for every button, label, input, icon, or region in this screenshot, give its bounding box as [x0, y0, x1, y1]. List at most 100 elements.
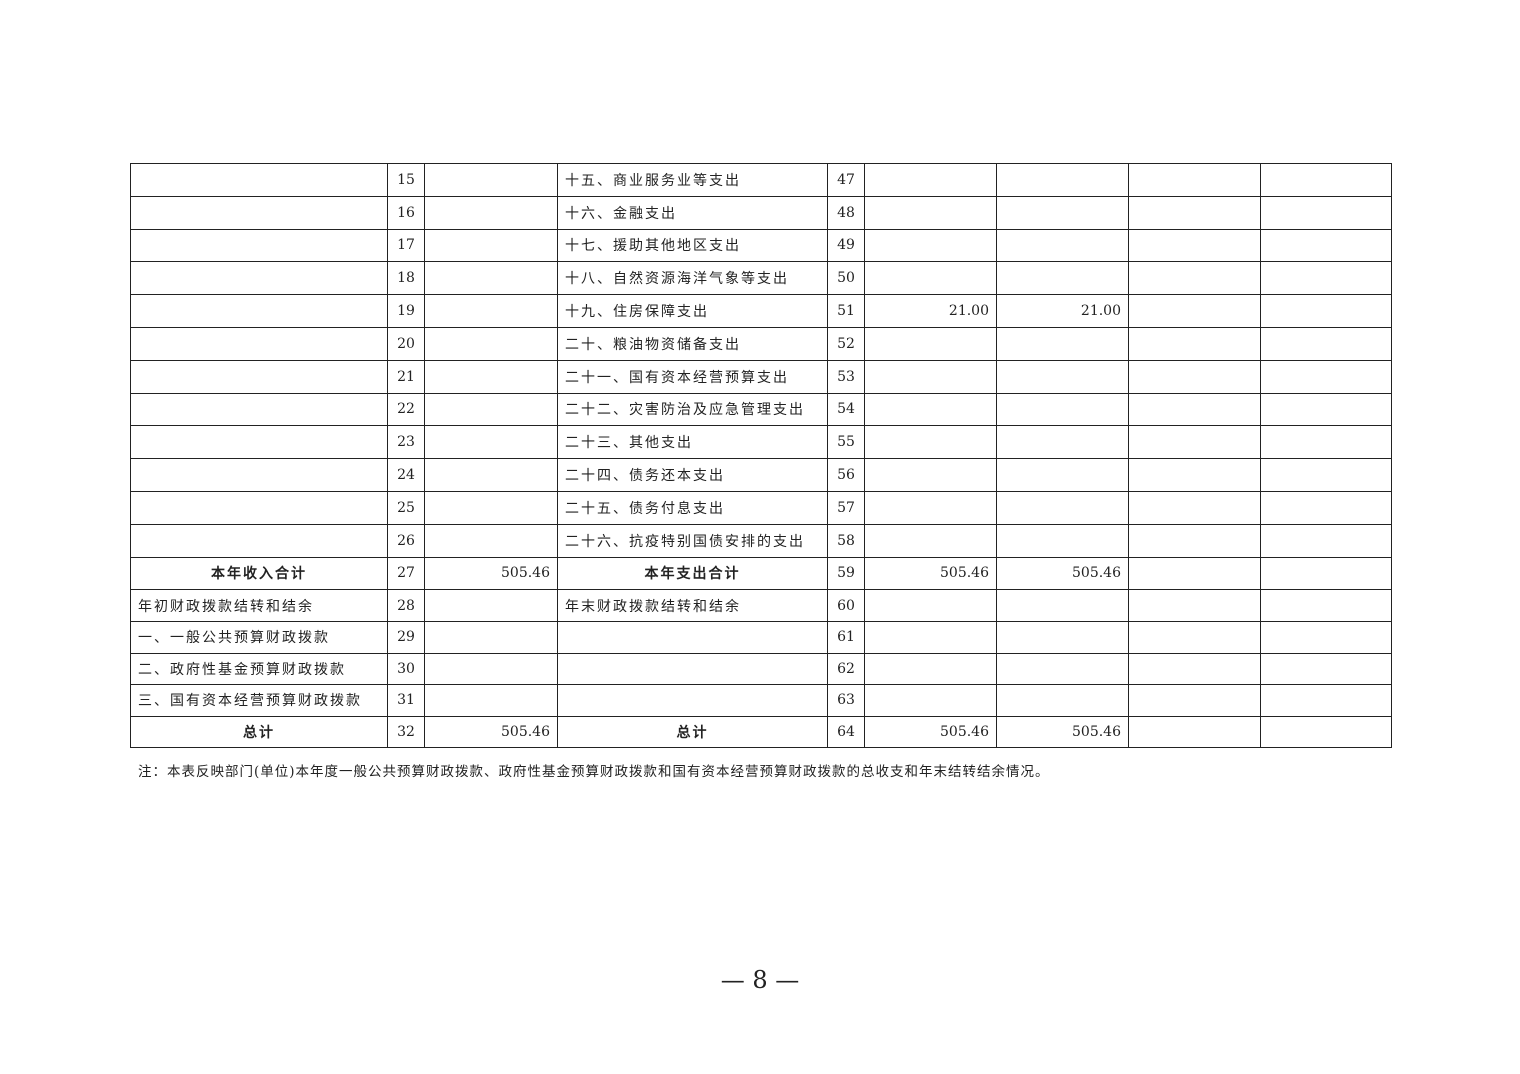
- income-line-no-cell: 21: [387, 359, 425, 394]
- expense-general-budget-cell: [996, 228, 1129, 263]
- expense-total-cell: [864, 326, 997, 361]
- expense-total-cell: [864, 163, 997, 197]
- income-line-no-cell: 29: [387, 620, 425, 654]
- expense-line-no-cell: 63: [827, 684, 865, 717]
- expense-state-capital-cell: [1260, 458, 1392, 492]
- income-line-no-cell: 20: [387, 326, 425, 361]
- expense-total-cell: [864, 620, 997, 654]
- expense-state-capital-cell: [1260, 261, 1392, 296]
- expense-general-budget-cell: [996, 523, 1129, 558]
- expense-item-cell: 二十二、灾害防治及应急管理支出: [557, 392, 828, 427]
- expense-state-capital-cell: [1260, 228, 1392, 263]
- expense-gov-fund-cell: [1128, 556, 1261, 591]
- expense-general-budget-cell: [996, 359, 1129, 394]
- expense-item-cell: 二十一、国有资本经营预算支出: [557, 359, 828, 394]
- expense-general-budget-cell: [996, 458, 1129, 492]
- table-row: 总计 32 505.46 总计 64 505.46 505.46: [130, 715, 1392, 749]
- expense-total-cell: [864, 652, 997, 686]
- expense-gov-fund-cell: [1128, 684, 1261, 717]
- expense-item-cell: 十六、金融支出: [557, 195, 828, 230]
- income-item-cell: [130, 228, 388, 263]
- income-amount-cell: [424, 425, 558, 460]
- expense-general-budget-cell: [996, 620, 1129, 654]
- expense-line-no-cell: 64: [827, 715, 865, 749]
- expense-general-budget-cell: [996, 684, 1129, 717]
- income-line-no-cell: 27: [387, 556, 425, 591]
- expense-line-no-cell: 51: [827, 294, 865, 328]
- expense-state-capital-cell: [1260, 652, 1392, 686]
- table-row: 15 十五、商业服务业等支出 47: [130, 163, 1392, 197]
- income-item-cell: [130, 326, 388, 361]
- expense-state-capital-cell: [1260, 163, 1392, 197]
- expense-gov-fund-cell: [1128, 195, 1261, 230]
- income-amount-cell: [424, 195, 558, 230]
- expense-gov-fund-cell: [1128, 620, 1261, 654]
- expense-line-no-cell: 56: [827, 458, 865, 492]
- expense-general-budget-cell: 21.00: [996, 294, 1129, 328]
- expense-item-cell: 十九、住房保障支出: [557, 294, 828, 328]
- table-row: 18 十八、自然资源海洋气象等支出 50: [130, 261, 1392, 296]
- expense-gov-fund-cell: [1128, 490, 1261, 525]
- table-row: 23 二十三、其他支出 55: [130, 425, 1392, 460]
- income-item-cell: 年初财政拨款结转和结余: [130, 589, 388, 622]
- expense-item-cell: 二十、粮油物资储备支出: [557, 326, 828, 361]
- income-amount-cell: [424, 261, 558, 296]
- income-amount-cell: [424, 620, 558, 654]
- expense-general-budget-cell: [996, 261, 1129, 296]
- expense-general-budget-cell: [996, 490, 1129, 525]
- expense-state-capital-cell: [1260, 294, 1392, 328]
- expense-general-budget-cell: [996, 392, 1129, 427]
- expense-item-cell: 本年支出合计: [557, 556, 828, 591]
- table-row: 24 二十四、债务还本支出 56: [130, 458, 1392, 492]
- expense-total-cell: 505.46: [864, 556, 997, 591]
- income-line-no-cell: 32: [387, 715, 425, 749]
- expense-state-capital-cell: [1260, 523, 1392, 558]
- income-line-no-cell: 26: [387, 523, 425, 558]
- expense-total-cell: 21.00: [864, 294, 997, 328]
- expense-line-no-cell: 47: [827, 163, 865, 197]
- page-number: — 8 —: [720, 966, 800, 994]
- income-line-no-cell: 19: [387, 294, 425, 328]
- expense-gov-fund-cell: [1128, 589, 1261, 622]
- income-line-no-cell: 16: [387, 195, 425, 230]
- income-item-cell: [130, 490, 388, 525]
- table-row: 21 二十一、国有资本经营预算支出 53: [130, 359, 1392, 394]
- table-row: 19 十九、住房保障支出 51 21.00 21.00: [130, 294, 1392, 328]
- expense-item-cell: 二十四、债务还本支出: [557, 458, 828, 492]
- expense-item-cell: 年末财政拨款结转和结余: [557, 589, 828, 622]
- table-row: 一、一般公共预算财政拨款 29 61: [130, 620, 1392, 654]
- expense-state-capital-cell: [1260, 425, 1392, 460]
- income-line-no-cell: 28: [387, 589, 425, 622]
- expense-general-budget-cell: [996, 589, 1129, 622]
- income-item-cell: 二、政府性基金预算财政拨款: [130, 652, 388, 686]
- income-line-no-cell: 15: [387, 163, 425, 197]
- expense-state-capital-cell: [1260, 359, 1392, 394]
- income-amount-cell: [424, 523, 558, 558]
- expense-gov-fund-cell: [1128, 294, 1261, 328]
- income-item-cell: 总计: [130, 715, 388, 749]
- income-item-cell: [130, 359, 388, 394]
- expense-general-budget-cell: [996, 326, 1129, 361]
- table-row: 26 二十六、抗疫特别国债安排的支出 58: [130, 523, 1392, 558]
- expense-line-no-cell: 50: [827, 261, 865, 296]
- expense-state-capital-cell: [1260, 715, 1392, 749]
- income-item-cell: [130, 458, 388, 492]
- income-line-no-cell: 24: [387, 458, 425, 492]
- expense-gov-fund-cell: [1128, 523, 1261, 558]
- expense-item-cell: 二十六、抗疫特别国债安排的支出: [557, 523, 828, 558]
- income-item-cell: [130, 392, 388, 427]
- expense-line-no-cell: 54: [827, 392, 865, 427]
- expense-gov-fund-cell: [1128, 359, 1261, 394]
- income-item-cell: 本年收入合计: [130, 556, 388, 591]
- income-line-no-cell: 31: [387, 684, 425, 717]
- income-amount-cell: [424, 589, 558, 622]
- expense-state-capital-cell: [1260, 684, 1392, 717]
- income-item-cell: [130, 261, 388, 296]
- expense-gov-fund-cell: [1128, 392, 1261, 427]
- expense-line-no-cell: 53: [827, 359, 865, 394]
- expense-total-cell: [864, 523, 997, 558]
- expense-line-no-cell: 49: [827, 228, 865, 263]
- table-row: 17 十七、援助其他地区支出 49: [130, 228, 1392, 263]
- expense-gov-fund-cell: [1128, 228, 1261, 263]
- income-amount-cell: [424, 684, 558, 717]
